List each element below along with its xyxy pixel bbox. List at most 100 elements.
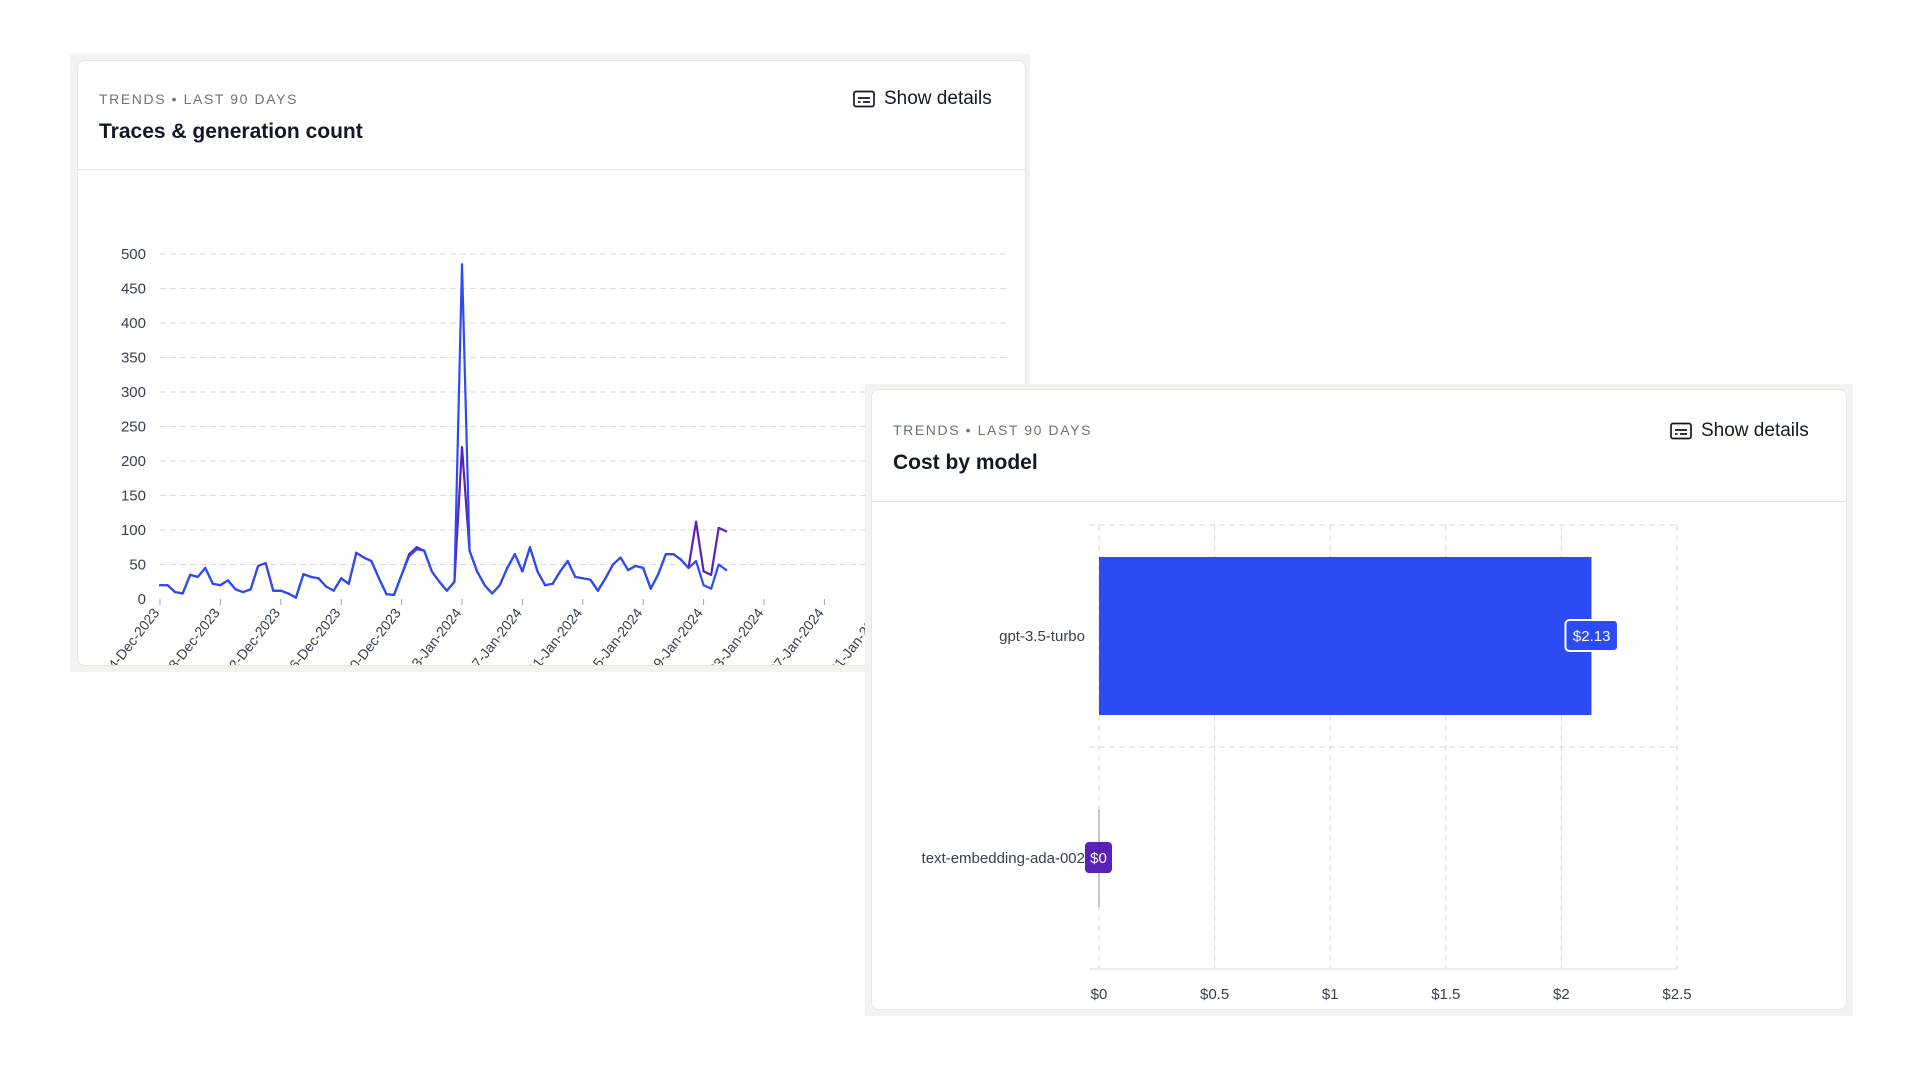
- y-tick-label: 0: [138, 591, 146, 608]
- generations-segment: [340, 577, 350, 585]
- traces-segment: [710, 526, 720, 576]
- x-tick-label: 15-Jan-2024: [585, 605, 646, 666]
- generations-segment: [279, 589, 290, 595]
- generations-segment: [408, 548, 418, 558]
- cost-bar-chart: $0 $0.5 $1 $1.5 $2 $2.5 gpt-3.5-turbo $2.13 text…: [922, 524, 1692, 1003]
- generations-segment: [347, 551, 358, 585]
- x-tick-label: 18-Dec-2023: [160, 605, 223, 666]
- generations-segment: [679, 558, 690, 570]
- generations-segment: [249, 564, 260, 591]
- generations-segment: [204, 566, 214, 585]
- x-tick-label: 26-Dec-2023: [281, 605, 344, 666]
- generations-segment: [362, 556, 373, 563]
- traces-segment: [717, 526, 728, 533]
- value-label: $0: [1090, 850, 1107, 867]
- generations-segment: [234, 588, 245, 594]
- x-tick-label: 23-Jan-2024: [705, 605, 766, 666]
- show-details-label: Show details: [1701, 420, 1809, 441]
- cost-show-details-button[interactable]: Show details: [1670, 420, 1809, 442]
- generations-segment: [694, 559, 705, 587]
- traces-show-details-button[interactable]: Show details: [853, 88, 992, 110]
- x-tick-label: $2: [1553, 986, 1570, 1003]
- generations-segment: [581, 577, 592, 581]
- x-tick-label: $0: [1091, 986, 1108, 1003]
- value-label-badge: $2.13: [1564, 619, 1619, 652]
- generations-segment: [415, 548, 426, 552]
- generations-segment: [392, 573, 403, 596]
- generations-segment: [642, 566, 652, 590]
- traces-card-eyebrow: TRENDS • LAST 90 DAYS: [99, 91, 299, 107]
- cost-card-header: TRENDS • LAST 90 DAYS Cost by model Show…: [872, 390, 1846, 502]
- generations-segment: [219, 579, 230, 587]
- generations-segment: [226, 579, 237, 591]
- generations-segment: [491, 584, 501, 595]
- generations-segment: [181, 573, 192, 595]
- generations-segment: [672, 553, 683, 561]
- generations-segment: [317, 577, 328, 588]
- x-tick-label: 19-Jan-2024: [645, 605, 706, 666]
- x-tick-label: 30-Dec-2023: [342, 605, 405, 666]
- traces-segment: [702, 570, 713, 576]
- generations-segment: [702, 584, 713, 590]
- generations-segment: [325, 585, 335, 592]
- generations-segment: [506, 553, 516, 570]
- x-tick-label: $1: [1322, 986, 1339, 1003]
- value-label-badge: $0: [1085, 842, 1112, 873]
- generations-segment: [596, 577, 607, 592]
- y-tick-label: 50: [129, 557, 146, 574]
- series-traces: [158, 446, 728, 599]
- generations-segment: [476, 570, 486, 587]
- value-label-bg: [1085, 842, 1112, 873]
- show-details-label: Show details: [884, 88, 992, 109]
- y-tick-label: 500: [121, 246, 146, 263]
- generations-segment: [710, 563, 720, 590]
- bar-gpt-3.5-turbo: [1099, 557, 1592, 715]
- generations-segment: [559, 559, 569, 573]
- generations-segment: [173, 591, 184, 595]
- generations-segment: [619, 556, 630, 572]
- y-tick-label: 300: [121, 384, 146, 401]
- x-tick-label: $1.5: [1431, 986, 1460, 1003]
- generations-segment: [687, 559, 698, 570]
- category-label: text-embedding-ada-002: [922, 850, 1085, 867]
- generations-segment: [377, 577, 388, 596]
- generations-segment: [521, 546, 532, 573]
- x-tick-label: 14-Dec-2023: [100, 605, 163, 666]
- x-tick-label: $2.5: [1662, 986, 1691, 1003]
- generations-segment: [430, 570, 441, 583]
- generations-segment: [513, 553, 524, 573]
- generations-segment: [566, 559, 577, 579]
- y-tick-label: 150: [121, 488, 146, 505]
- category-label: gpt-3.5-turbo: [999, 628, 1085, 645]
- generations-segment: [649, 573, 660, 590]
- generations-segment: [589, 578, 600, 592]
- y-tick-label: 350: [121, 350, 146, 367]
- cost-card-eyebrow: TRENDS • LAST 90 DAYS: [893, 422, 1093, 438]
- x-tick-label: $0.5: [1200, 986, 1229, 1003]
- generations-segment: [241, 588, 252, 594]
- generations-segment: [453, 263, 464, 583]
- generations-segment: [211, 582, 222, 587]
- generations-segment: [536, 570, 547, 587]
- generations-segment: [611, 556, 622, 566]
- generations-segment: [355, 551, 365, 559]
- generations-segment: [400, 555, 411, 576]
- generations-segment: [574, 575, 584, 580]
- generations-segment: [543, 582, 554, 587]
- x-tick-label: 11-Jan-2024: [525, 605, 585, 666]
- details-icon: [1670, 422, 1692, 440]
- y-tick-label: 250: [121, 419, 146, 436]
- generations-segment: [294, 573, 305, 599]
- generations-segment: [498, 566, 509, 587]
- traces-segment: [687, 520, 698, 570]
- details-icon: [853, 90, 875, 108]
- generations-segment: [460, 263, 471, 552]
- generations-segment: [287, 592, 297, 599]
- traces-card-title: Traces & generation count: [99, 120, 363, 143]
- generations-segment: [528, 546, 539, 573]
- generations-segment: [483, 584, 494, 595]
- cost-card-title: Cost by model: [893, 451, 1038, 474]
- generations-segment: [302, 573, 313, 579]
- generations-segment: [551, 570, 562, 585]
- generations-segment: [332, 577, 343, 592]
